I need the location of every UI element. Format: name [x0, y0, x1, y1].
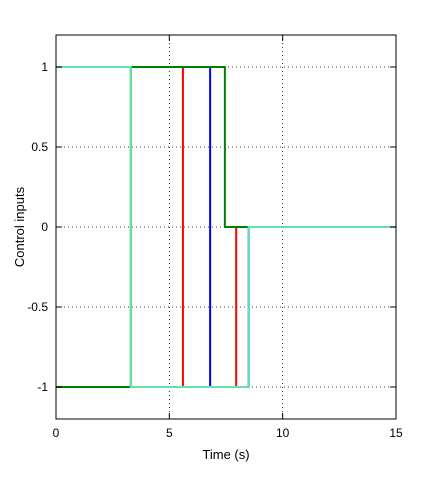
x-axis-label: Time (s): [202, 447, 249, 462]
y-tick-label: 1: [41, 60, 48, 74]
x-tick-label: 5: [166, 426, 173, 440]
y-axis-label: Control inputs: [12, 186, 27, 267]
label-layer: 0 5 10 15 -1 -0.5 0 0.5 1 Time (s) Control inputs: [12, 60, 403, 462]
axis-layer: [55, 34, 397, 420]
y-tick-label: -0.5: [27, 300, 48, 314]
y-tick-label: 0: [41, 220, 48, 234]
x-tick-label: 15: [389, 426, 403, 440]
x-tick-label: 10: [276, 426, 290, 440]
series-line-3: [56, 66, 396, 388]
x-tick-label: 0: [53, 426, 60, 440]
y-tick-label: 0.5: [31, 140, 48, 154]
y-tick-label: -1: [37, 380, 48, 394]
series-layer: [56, 66, 396, 388]
